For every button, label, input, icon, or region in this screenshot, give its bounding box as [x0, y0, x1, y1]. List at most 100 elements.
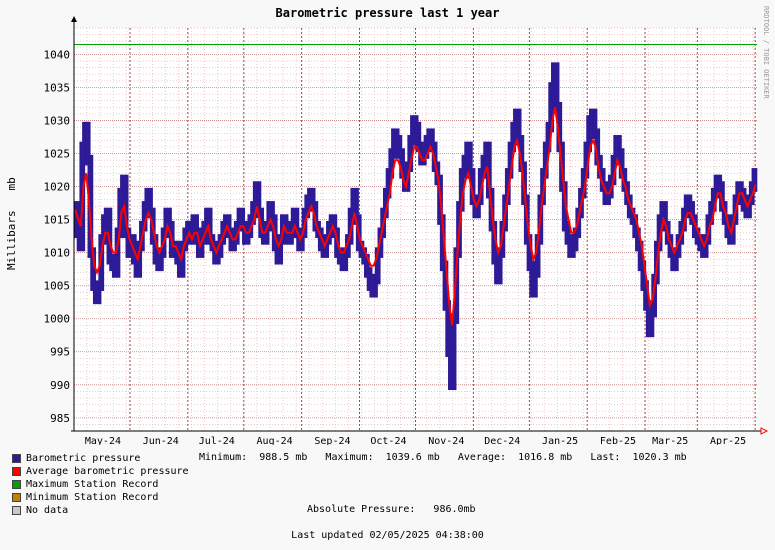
pressure-bar — [401, 148, 405, 192]
pressure-bar — [569, 234, 573, 258]
legend: Barometric pressure Average barometric p… — [12, 452, 189, 517]
x-tick-label: Nov-24 — [428, 436, 464, 445]
pressure-bar — [450, 313, 454, 391]
pressure-bar — [369, 267, 373, 298]
pressure-bar — [529, 234, 533, 298]
pressure-bar — [412, 115, 416, 146]
pressure-bar — [453, 247, 457, 391]
pressure-bar — [174, 240, 178, 265]
pressure-bar — [567, 220, 571, 258]
x-tick-label: Apr-25 — [710, 436, 746, 445]
pressure-bar — [686, 194, 690, 219]
pressure-bar — [84, 121, 88, 166]
pressure-bar — [532, 260, 536, 298]
pressure-bar — [317, 220, 321, 252]
pressure-bar — [95, 280, 99, 305]
pressure-bar — [388, 148, 392, 199]
pressure-bar — [320, 227, 324, 258]
pressure-bar — [675, 234, 679, 272]
pressure-bar — [258, 181, 262, 239]
pressure-bar — [111, 253, 115, 278]
pressure-bar — [445, 260, 449, 358]
pressure-bar — [632, 207, 636, 239]
pressure-bar — [269, 201, 273, 232]
legend-swatch-average — [12, 467, 21, 476]
pressure-bar — [448, 300, 452, 391]
legend-swatch-pressure — [12, 454, 21, 463]
pressure-bar — [700, 234, 704, 258]
pressure-bar — [339, 247, 343, 272]
pressure-bar — [223, 214, 227, 245]
pressure-bar — [296, 207, 300, 252]
pressure-bar — [599, 154, 603, 192]
y-tick-label: 995 — [50, 346, 70, 359]
pressure-bar — [355, 187, 359, 252]
legend-label: Minimum Station Record — [26, 492, 159, 503]
pressure-bar — [724, 201, 728, 239]
pressure-bar — [141, 201, 145, 252]
y-tick-label: 1000 — [44, 313, 71, 326]
pressure-bar — [147, 187, 151, 219]
pressure-bar — [74, 201, 78, 239]
pressure-bar — [90, 154, 94, 291]
pressure-bar — [133, 234, 137, 278]
average-line — [74, 107, 757, 326]
x-tick-label: Mar-25 — [652, 436, 688, 445]
y-tick-label: 990 — [50, 379, 70, 392]
pressure-bar — [193, 214, 197, 245]
x-tick-label: Jul-24 — [199, 436, 235, 445]
pressure-bar — [480, 154, 484, 206]
legend-label: Barometric pressure — [26, 453, 141, 464]
pressure-bar — [125, 174, 129, 258]
pressure-bar — [204, 207, 208, 245]
x-tick-label: Jun-24 — [143, 436, 179, 445]
x-tick-label: Jan-25 — [542, 436, 578, 445]
pressure-bar — [160, 227, 164, 272]
legend-label: No data — [26, 505, 69, 516]
pressure-bar — [92, 247, 96, 305]
pressure-chart: 985 990 995 1000 1005 1010 1015 1020 1025 1030 103… — [44, 16, 769, 445]
pressure-bar — [163, 207, 167, 258]
pressure-bar — [309, 187, 313, 212]
pressure-bar — [548, 82, 552, 153]
pressure-bar — [101, 214, 105, 291]
pressure-bar — [597, 128, 601, 179]
legend-item-min-record: Minimum Station Record — [12, 491, 189, 504]
pressure-bar — [648, 300, 652, 338]
pressure-bar — [694, 214, 698, 245]
legend-swatch-no-data — [12, 506, 21, 515]
pressure-bar — [236, 207, 240, 245]
pressure-bar — [716, 174, 720, 199]
legend-swatch-max-record — [12, 480, 21, 489]
pressure-bar — [328, 214, 332, 245]
pressure-bar — [374, 247, 378, 298]
pressure-bar — [382, 187, 386, 239]
pressure-bar — [120, 174, 124, 239]
pressure-bar — [469, 141, 473, 206]
pressure-bar — [407, 135, 411, 192]
pressure-bar — [185, 220, 189, 252]
pressure-bar — [158, 247, 162, 272]
pressure-bar — [423, 135, 427, 166]
pressure-bar — [743, 187, 747, 219]
y-tick-label: 1020 — [44, 181, 71, 194]
pressure-bar — [429, 128, 433, 153]
pressure-bar — [385, 168, 389, 219]
pressure-bar — [437, 161, 441, 225]
pressure-bar — [586, 115, 590, 179]
pressure-bar — [87, 121, 91, 258]
pressure-bar — [439, 174, 443, 272]
pressure-bar — [553, 62, 557, 113]
x-tick-label: Dec-24 — [484, 436, 520, 445]
pressure-bar — [431, 128, 435, 173]
pressure-bar — [217, 234, 221, 265]
pressure-bar — [277, 234, 281, 265]
pressure-bar — [681, 207, 685, 245]
pressure-bar — [350, 187, 354, 245]
pressure-bar — [515, 108, 519, 146]
pressure-bar — [239, 207, 243, 232]
pressure-bar — [404, 161, 408, 192]
pressure-bar — [442, 214, 446, 311]
pressure-bar — [466, 141, 471, 179]
pressure-bar — [366, 253, 370, 291]
